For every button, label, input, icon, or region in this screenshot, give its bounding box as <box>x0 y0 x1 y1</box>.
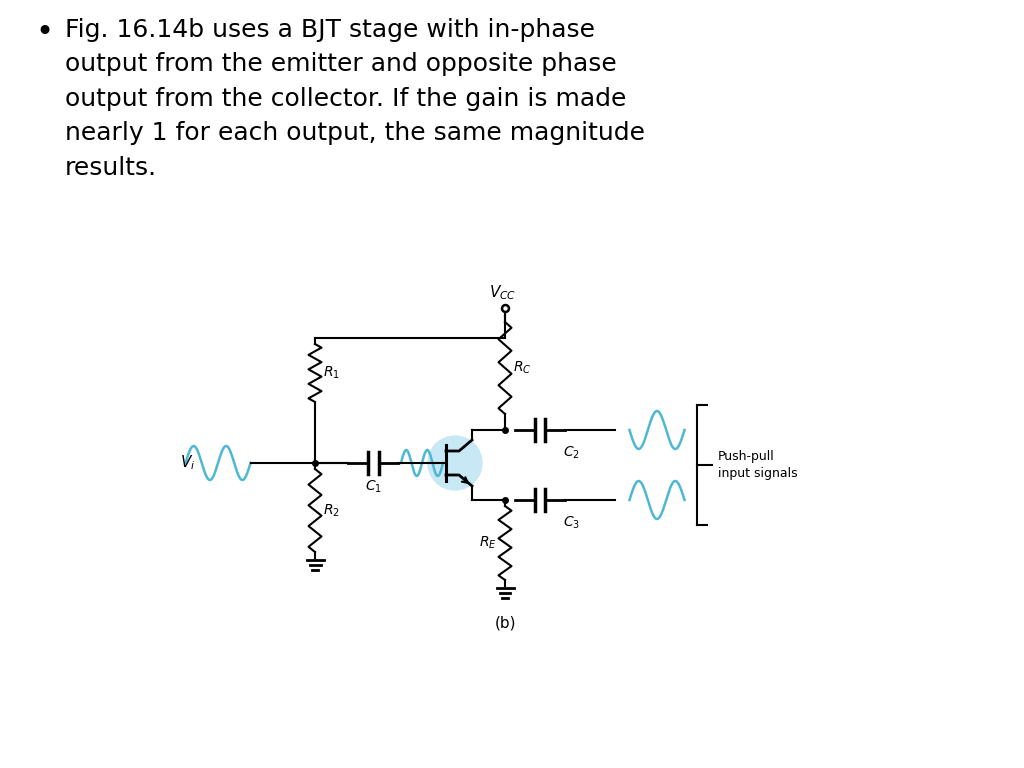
Text: Push-pull
input signals: Push-pull input signals <box>718 450 797 480</box>
Text: $C_2$: $C_2$ <box>563 445 580 462</box>
Text: $R_C$: $R_C$ <box>513 359 531 376</box>
Text: $C_1$: $C_1$ <box>365 479 382 495</box>
Text: $R_1$: $R_1$ <box>323 365 340 381</box>
Text: $R_E$: $R_E$ <box>479 535 497 551</box>
Text: $C_3$: $C_3$ <box>563 515 580 531</box>
Text: Fig. 16.14b uses a BJT stage with in-phase
output from the emitter and opposite : Fig. 16.14b uses a BJT stage with in-pha… <box>65 18 645 180</box>
Text: •: • <box>35 18 53 47</box>
Circle shape <box>428 436 482 490</box>
Text: $V_{CC}$: $V_{CC}$ <box>489 283 517 302</box>
Text: $V_i$: $V_i$ <box>180 454 196 472</box>
Text: $R_2$: $R_2$ <box>323 502 340 518</box>
Text: (b): (b) <box>495 616 516 631</box>
